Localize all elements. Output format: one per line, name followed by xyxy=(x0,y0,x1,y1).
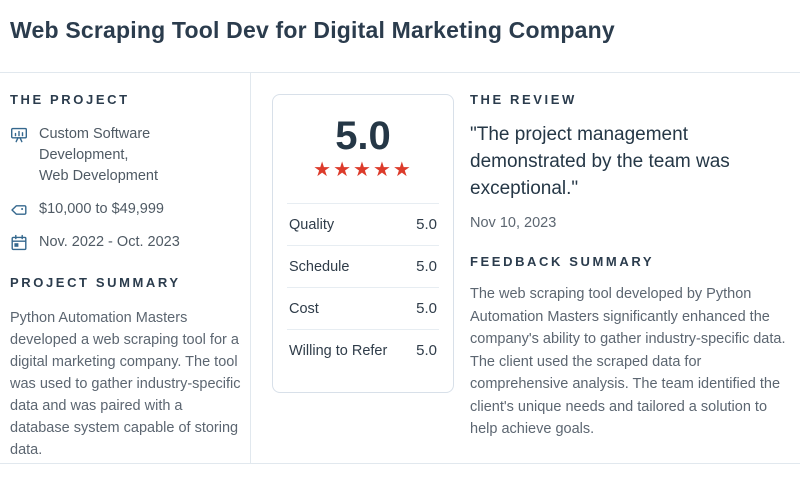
project-summary-heading: PROJECT SUMMARY xyxy=(10,275,181,290)
overall-score: 5.0 xyxy=(335,114,391,158)
star-rating-icons: ★★★★★ xyxy=(313,159,413,181)
budget-text: $10,000 to $49,999 xyxy=(39,201,164,217)
metric-label: Cost xyxy=(289,300,319,317)
rating-card: 5.0 ★★★★★ Quality 5.0 Schedule 5.0 Cost … xyxy=(272,94,454,393)
metric-label: Schedule xyxy=(289,258,350,275)
metric-row-quality: Quality 5.0 xyxy=(287,203,439,245)
timeline-text: Nov. 2022 - Oct. 2023 xyxy=(39,234,180,250)
price-tag-icon xyxy=(10,199,28,220)
project-summary-text: Python Automation Masters developed a we… xyxy=(10,310,241,458)
calendar-icon xyxy=(10,232,28,253)
timeline-item: Nov. 2022 - Oct. 2023 xyxy=(10,232,242,253)
service-lines-item: Custom Software Development, Web Develop… xyxy=(10,124,242,187)
feedback-summary-heading: FEEDBACK SUMMARY xyxy=(470,254,655,269)
service-line: Custom Software Development, xyxy=(39,126,151,163)
metric-value: 5.0 xyxy=(416,342,437,359)
metric-value: 5.0 xyxy=(416,300,437,317)
review-panel: THE REVIEW "The project management demon… xyxy=(470,92,795,441)
project-heading: THE PROJECT xyxy=(10,92,130,107)
metric-value: 5.0 xyxy=(416,216,437,233)
metric-value: 5.0 xyxy=(416,258,437,275)
metric-label: Quality xyxy=(289,216,335,233)
review-quote: "The project management demonstrated by … xyxy=(470,124,730,199)
bottom-divider xyxy=(0,463,800,464)
metric-row-cost: Cost 5.0 xyxy=(287,287,439,329)
budget-item: $10,000 to $49,999 xyxy=(10,199,242,220)
feedback-summary-text: The web scraping tool developed by Pytho… xyxy=(470,286,786,437)
review-heading: THE REVIEW xyxy=(470,92,577,107)
vertical-divider xyxy=(250,73,251,463)
metric-label: Willing to Refer xyxy=(289,342,388,359)
review-date: Nov 10, 2023 xyxy=(470,215,557,231)
service-line: Web Development xyxy=(39,168,159,184)
page-title: Web Scraping Tool Dev for Digital Market… xyxy=(10,17,615,43)
metric-row-willing-to-refer: Willing to Refer 5.0 xyxy=(287,329,439,371)
presentation-chart-icon xyxy=(10,124,28,187)
top-divider xyxy=(0,72,800,73)
metric-row-schedule: Schedule 5.0 xyxy=(287,245,439,287)
service-lines-text: Custom Software Development, Web Develop… xyxy=(39,124,242,187)
rating-metrics: Quality 5.0 Schedule 5.0 Cost 5.0 Willin… xyxy=(273,203,453,371)
project-panel: THE PROJECT Custom Software Development,… xyxy=(10,92,242,461)
